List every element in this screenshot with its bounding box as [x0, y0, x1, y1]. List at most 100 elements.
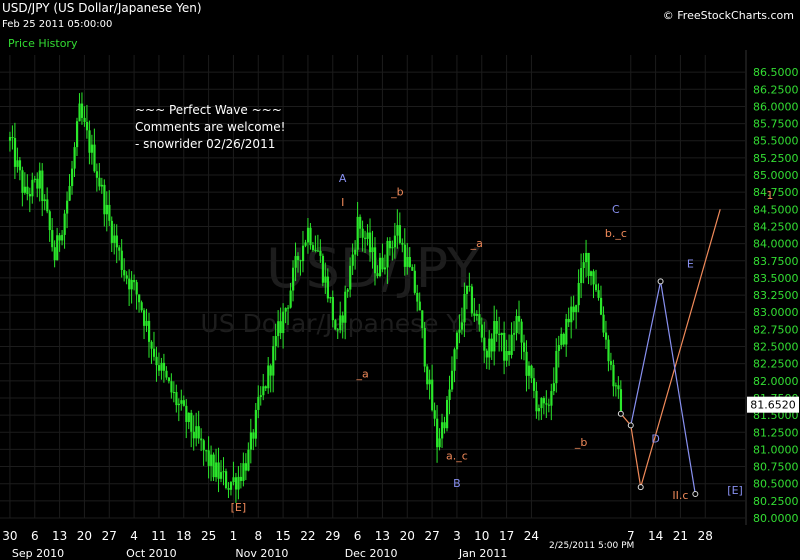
candle-body: [113, 235, 116, 243]
candle-body: [299, 260, 302, 262]
candle-body: [587, 252, 590, 276]
candle-body: [90, 144, 94, 153]
candle-body: [560, 333, 563, 346]
candle-body: [252, 432, 255, 439]
candle-body: [438, 438, 441, 448]
candle-body: [227, 488, 230, 490]
candle-body: [450, 370, 454, 390]
candle-body: [515, 316, 518, 334]
comment-box: ~~~ Perfect Wave ~~~ Comments are welcom…: [135, 102, 285, 153]
candle-body: [21, 170, 24, 193]
candle-body: [396, 225, 399, 236]
candle-body: [468, 285, 471, 287]
candle-body: [361, 228, 364, 238]
candle-body: [418, 301, 421, 311]
candle-body: [565, 318, 568, 345]
candle-body: [195, 426, 198, 439]
candle-body: [336, 329, 339, 331]
candle-body: [619, 389, 623, 415]
candle-body: [617, 385, 620, 390]
wave-projection-blue: [630, 281, 696, 495]
candle-body: [602, 314, 605, 333]
candle-body: [26, 186, 29, 195]
candle-body: [537, 408, 541, 412]
candle-body: [297, 256, 300, 261]
candle-body: [301, 245, 305, 262]
candle-body: [321, 255, 325, 283]
candle-body: [339, 315, 342, 331]
candle-body: [441, 422, 444, 439]
candle-body: [38, 170, 41, 189]
candle-body: [294, 256, 297, 268]
candle-body: [210, 454, 213, 466]
candle-body: [234, 477, 238, 490]
x-day-tick-label: 7: [627, 529, 635, 543]
x-day-tick-label: 8: [254, 529, 262, 543]
candle-body: [249, 432, 253, 450]
candle-body: [41, 170, 44, 202]
candle-body: [237, 476, 240, 490]
candle-body: [401, 242, 404, 245]
x-month-tick-label: Nov 2010: [235, 547, 288, 560]
y-tick-label: 84.5000: [753, 203, 799, 216]
candle-body: [314, 249, 317, 251]
candle-body: [254, 409, 257, 439]
candle-body: [433, 410, 436, 419]
wave-label: A: [339, 172, 347, 185]
candle-body: [398, 225, 402, 243]
wave-label: [E]: [727, 484, 743, 497]
wave-label: _a: [470, 237, 483, 250]
y-tick-label: 82.7500: [753, 323, 799, 336]
candle-body: [282, 311, 285, 334]
y-tick-label: 83.7500: [753, 255, 799, 268]
candle-body: [364, 237, 367, 239]
x-day-tick-label: 4: [130, 529, 138, 543]
candle-body: [540, 398, 543, 409]
candle-body: [284, 307, 287, 312]
wave-label: D: [651, 433, 659, 446]
wave-point: [627, 422, 634, 429]
candle-body: [547, 404, 551, 406]
candle-body: [324, 276, 327, 283]
x-day-tick-label: 10: [474, 529, 489, 543]
candle-body: [522, 342, 526, 352]
wave-label: _b: [390, 186, 404, 199]
candle-body: [470, 286, 474, 314]
candle-body: [346, 289, 349, 292]
candle-body: [160, 362, 163, 371]
candle-body: [505, 351, 508, 361]
candle-body: [167, 377, 171, 382]
y-tick-label: 82.0000: [753, 375, 799, 388]
candle-body: [242, 463, 245, 481]
wave-label: B: [453, 477, 461, 490]
candle-body: [595, 284, 598, 291]
candle-body: [148, 320, 151, 342]
wave-label: E: [687, 258, 694, 271]
candle-body: [403, 244, 406, 267]
candle-body: [257, 396, 260, 410]
candle-body: [349, 265, 352, 290]
candle-body: [123, 269, 126, 276]
candle-body: [306, 227, 310, 243]
wave-label: C: [612, 203, 620, 216]
candle-body: [145, 320, 148, 326]
chart-title: USD/JPY (US Dollar/Japanese Yen): [2, 1, 202, 15]
candle-body: [180, 400, 183, 404]
y-tick-label: 80.7500: [753, 461, 799, 474]
candle-body: [525, 351, 528, 376]
candle-body: [460, 322, 464, 330]
candle-body: [585, 252, 588, 263]
candle-body: [557, 345, 560, 351]
candle-body: [550, 391, 553, 406]
candle-body: [31, 179, 34, 197]
candle-body: [478, 314, 481, 325]
y-tick-label: 80.5000: [753, 478, 799, 491]
x-day-tick-label: 27: [424, 529, 439, 543]
x-day-tick-label: 20: [400, 529, 415, 543]
x-day-tick-label: 25: [201, 529, 216, 543]
candle-body: [190, 412, 193, 432]
candle-body: [120, 250, 123, 270]
copyright-link[interactable]: © FreeStockCharts.com: [662, 9, 794, 22]
wave-label: a._c: [446, 450, 468, 463]
